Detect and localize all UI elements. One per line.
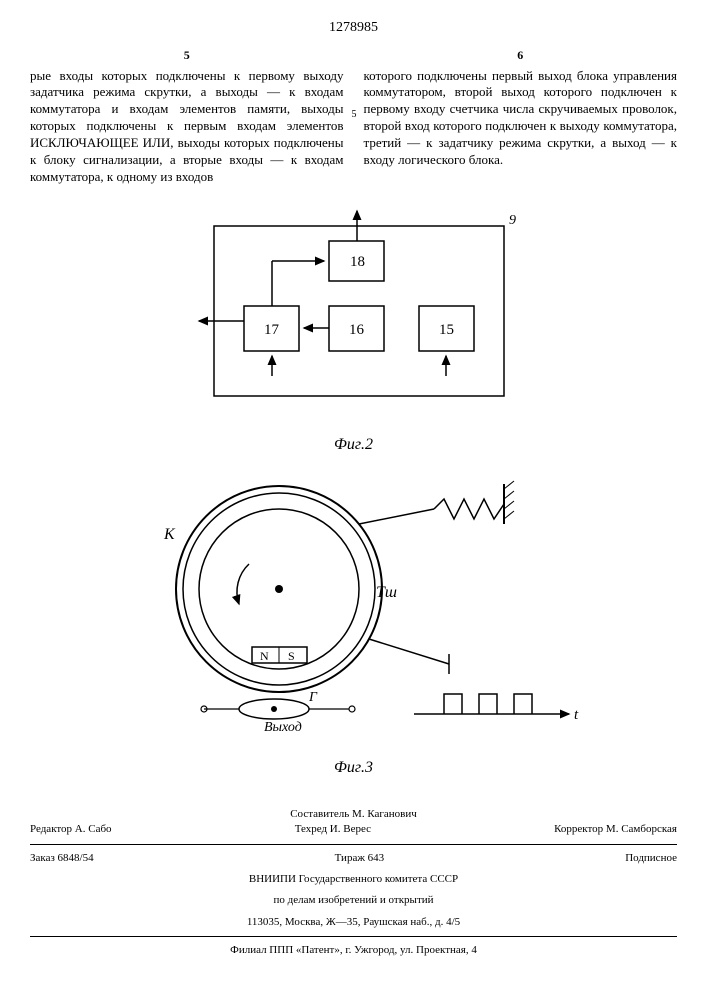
fig2-outer-label: 9 (509, 213, 516, 228)
footer-org1: ВНИИПИ Государственного комитета СССР (30, 872, 677, 887)
fig3-svg: К Тш N S Г Выход (104, 469, 604, 749)
fig2-block-16-label: 16 (349, 322, 365, 338)
footer-editor: Редактор А. Сабо (30, 822, 112, 837)
footer-tirage: Тираж 643 (335, 851, 385, 866)
footer-org2: по делам изобретений и открытий (30, 893, 677, 908)
fig2-svg: 9 18 17 16 15 (174, 206, 534, 426)
right-col-number: 6 (364, 48, 678, 64)
left-col-text: рые входы которых подключены к первому в… (30, 68, 344, 186)
left-col-number: 5 (30, 48, 344, 64)
line-marker: 5 (352, 108, 357, 121)
fig2-block-15-label: 15 (439, 322, 454, 338)
footer-corrector: Корректор М. Самборская (554, 822, 677, 837)
patent-number: 1278985 (30, 20, 677, 36)
fig2-block-18-label: 18 (350, 254, 365, 270)
footer: Составитель М. Каганович Редактор А. Саб… (30, 807, 677, 959)
figure-3: К Тш N S Г Выход (30, 469, 677, 777)
figure-2: 9 18 17 16 15 Фиг.2 (30, 206, 677, 454)
fig3-t-label: t (574, 707, 579, 723)
footer-addr1: 113035, Москва, Ж—35, Раушская наб., д. … (30, 915, 677, 930)
fig2-block-17-label: 17 (264, 322, 280, 338)
fig3-n-label: N (260, 649, 269, 663)
footer-subscription: Подписное (625, 851, 677, 866)
fig3-tsh-label: Тш (376, 584, 397, 601)
text-columns: 5 рые входы которых подключены к первому… (30, 48, 677, 186)
fig3-output-label: Выход (264, 720, 302, 735)
right-column: 6 которого подключены первый выход блока… (364, 48, 678, 186)
footer-tech: Техред И. Верес (295, 822, 371, 837)
footer-addr2: Филиал ППП «Патент», г. Ужгород, ул. Про… (30, 943, 677, 958)
fig3-g-label: Г (308, 690, 318, 705)
footer-compiler: Составитель М. Каганович (30, 807, 677, 822)
footer-order: Заказ 6848/54 (30, 851, 94, 866)
fig3-k-label: К (163, 526, 176, 543)
right-col-text: которого подключены первый выход блока у… (364, 68, 678, 169)
fig2-label: Фиг.2 (30, 436, 677, 454)
fig3-label: Фиг.3 (30, 759, 677, 777)
left-column: 5 рые входы которых подключены к первому… (30, 48, 344, 186)
fig3-s-label: S (288, 649, 295, 663)
